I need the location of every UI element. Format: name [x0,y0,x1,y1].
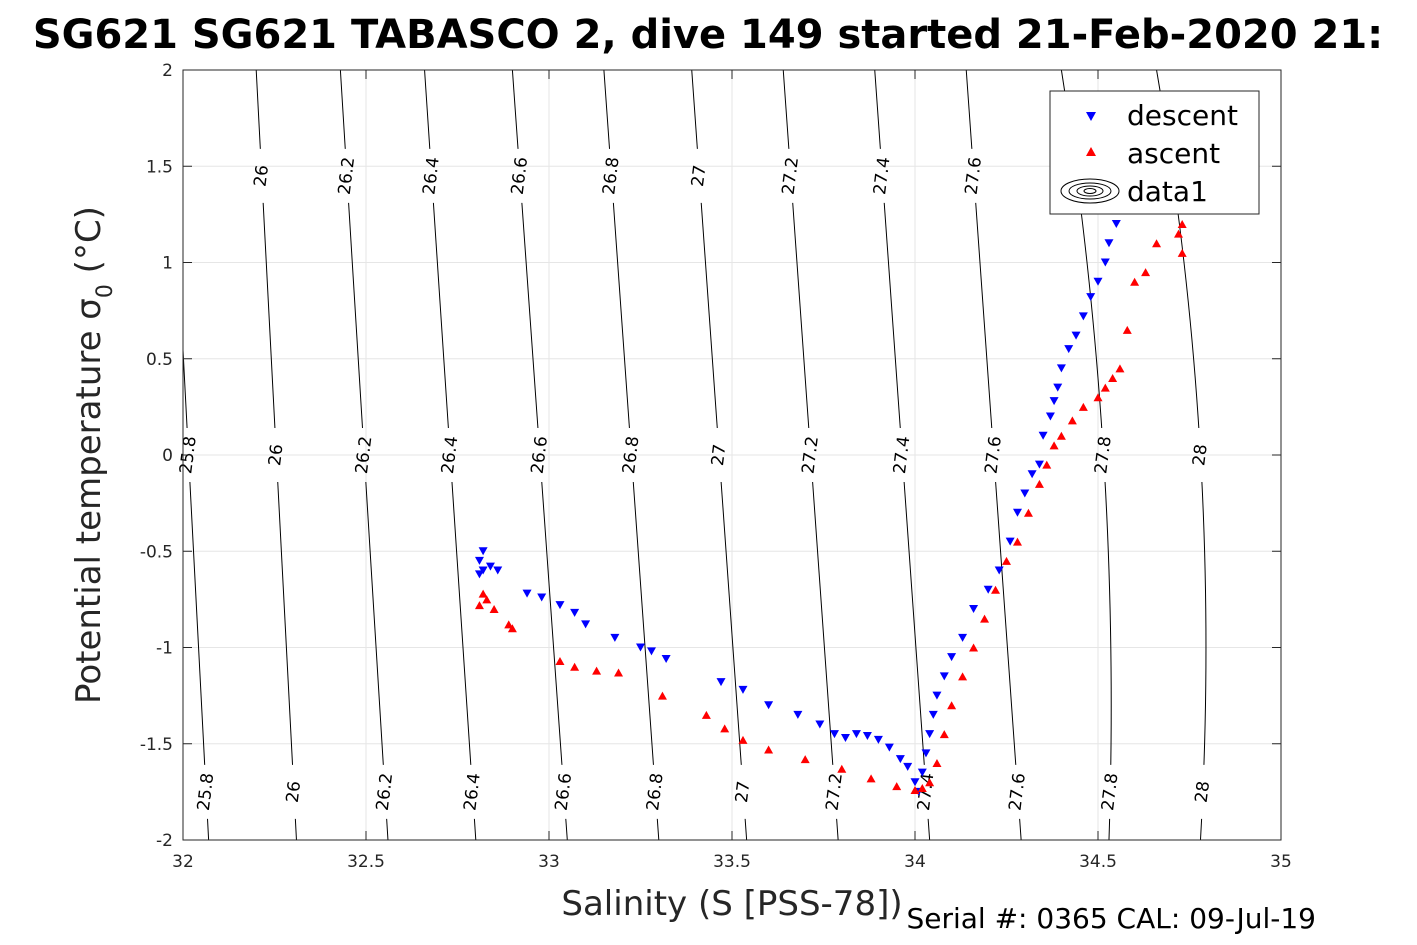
contour-label: 26 [265,443,287,467]
legend-descent-label: descent [1127,99,1238,132]
y-tick-label: 1.5 [146,157,173,177]
contour-label: 27 [732,780,754,804]
serial-calibration-note: Serial #: 0365 CAL: 09-Jul-19 [906,902,1316,935]
legend-ascent-label: ascent [1127,137,1220,170]
legend-data1-label: data1 [1127,175,1208,208]
y-tick-label: 0.5 [146,350,173,370]
contour-label: 27 [688,164,710,188]
y-tick-label: -1.5 [140,735,173,755]
y-axis-label-subscript: 0 [93,284,118,298]
legend: descent ascent data1 [1050,91,1259,214]
contour-label: 26 [283,780,305,804]
chart-title: SG621 SG621 TABASCO 2, dive 149 started … [33,12,1383,58]
contour-label: 28 [1189,443,1211,467]
x-tick-label: 33 [538,852,560,872]
contour-label: 26 [250,164,272,188]
y-axis-label-main: Potential temperature [69,320,109,704]
x-tick-label: 34.5 [1079,852,1117,872]
y-tick-label: -2 [156,831,173,851]
y-axis-label-symbol: σ [69,298,109,320]
x-tick-label: 34 [904,852,926,872]
y-tick-label: -0.5 [140,542,173,562]
x-axis-label: Salinity (S [PSS-78]) [561,884,902,924]
y-tick-label: 2 [162,61,173,81]
x-tick-label: 35 [1270,852,1292,872]
x-tick-label: 33.5 [713,852,751,872]
y-tick-label: 1 [162,254,173,274]
y-tick-label: -1 [156,639,173,659]
contour-label: 27 [708,443,730,467]
y-tick-label: 0 [162,446,173,466]
contour-label: 28 [1192,780,1214,804]
ts-diagram: SG621 SG621 TABASCO 2, dive 149 started … [0,0,1417,945]
x-tick-label: 32.5 [347,852,385,872]
y-axis-label-unit: (°C) [69,206,109,284]
x-tick-label: 32 [172,852,194,872]
